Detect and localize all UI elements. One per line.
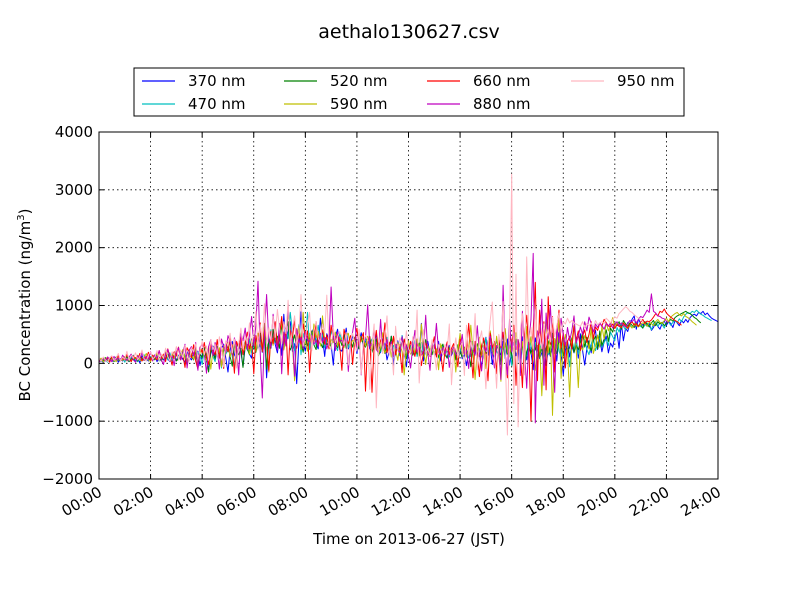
legend-label: 950 nm: [617, 72, 675, 90]
y-tick-label: 3000: [55, 181, 93, 199]
y-axis-label-superscript: 3: [16, 214, 27, 220]
x-tick-label: 02:00: [110, 483, 156, 520]
grid: [99, 132, 718, 479]
legend-label: 880 nm: [473, 95, 531, 113]
series-line-880-nm: [98, 252, 669, 424]
x-tick-label: 00:00: [59, 483, 105, 520]
y-tick-label: −1000: [42, 412, 93, 430]
y-tick-label: −2000: [42, 470, 93, 488]
y-axis-label-main: BC Concentration (ng/m: [16, 221, 34, 402]
x-tick-label: 14:00: [420, 483, 466, 520]
x-tick-label: 16:00: [471, 483, 517, 520]
x-tick-label: 10:00: [316, 483, 362, 520]
legend-label: 370 nm: [188, 72, 246, 90]
y-axis-label-close: ): [16, 209, 34, 215]
plot-frame-background: [99, 132, 718, 479]
series-layer: [98, 173, 719, 436]
x-tick-label: 22:00: [626, 483, 672, 520]
x-tick-label: 08:00: [265, 483, 311, 520]
series-line-950-nm: [98, 173, 644, 436]
x-axis-label: Time on 2013-06-27 (JST): [312, 530, 505, 548]
x-tick-label: 24:00: [678, 483, 724, 520]
x-tick-label: 04:00: [162, 483, 208, 520]
legend-box: [133, 67, 685, 117]
y-axis-label: BC Concentration (ng/m3): [16, 209, 34, 402]
legend-label: 470 nm: [188, 95, 246, 113]
y-tick-labels: 4000 3000 2000 1000 0 −1000 −2000: [42, 123, 93, 488]
plot-area: [98, 131, 719, 480]
x-tick-label: 20:00: [574, 483, 620, 520]
legend-label: 660 nm: [473, 72, 531, 90]
y-tick-label: 0: [83, 354, 93, 372]
ticks: [98, 131, 719, 480]
legend-label: 590 nm: [330, 95, 388, 113]
x-tick-labels: 00:00 02:00 04:00 06:00 08:00 10:00 12:00 14:00…: [59, 483, 724, 520]
x-tick-label: 06:00: [213, 483, 259, 520]
x-tick-label: 12:00: [368, 483, 414, 520]
legend: 370 nm 470 nm 520 nm 590 nm 660 nm 880 nm 950 …: [133, 67, 685, 117]
legend-label: 520 nm: [330, 72, 388, 90]
y-tick-label: 1000: [55, 297, 93, 315]
y-tick-label: 4000: [55, 123, 93, 141]
y-tick-label: 2000: [55, 239, 93, 257]
x-tick-label: 18:00: [523, 483, 569, 520]
legend-items: 370 nm 470 nm 520 nm 590 nm 660 nm 880 nm 950 …: [142, 72, 675, 113]
chart-title: aethalo130627.csv: [318, 21, 500, 43]
series-line-470-nm: [98, 309, 712, 369]
